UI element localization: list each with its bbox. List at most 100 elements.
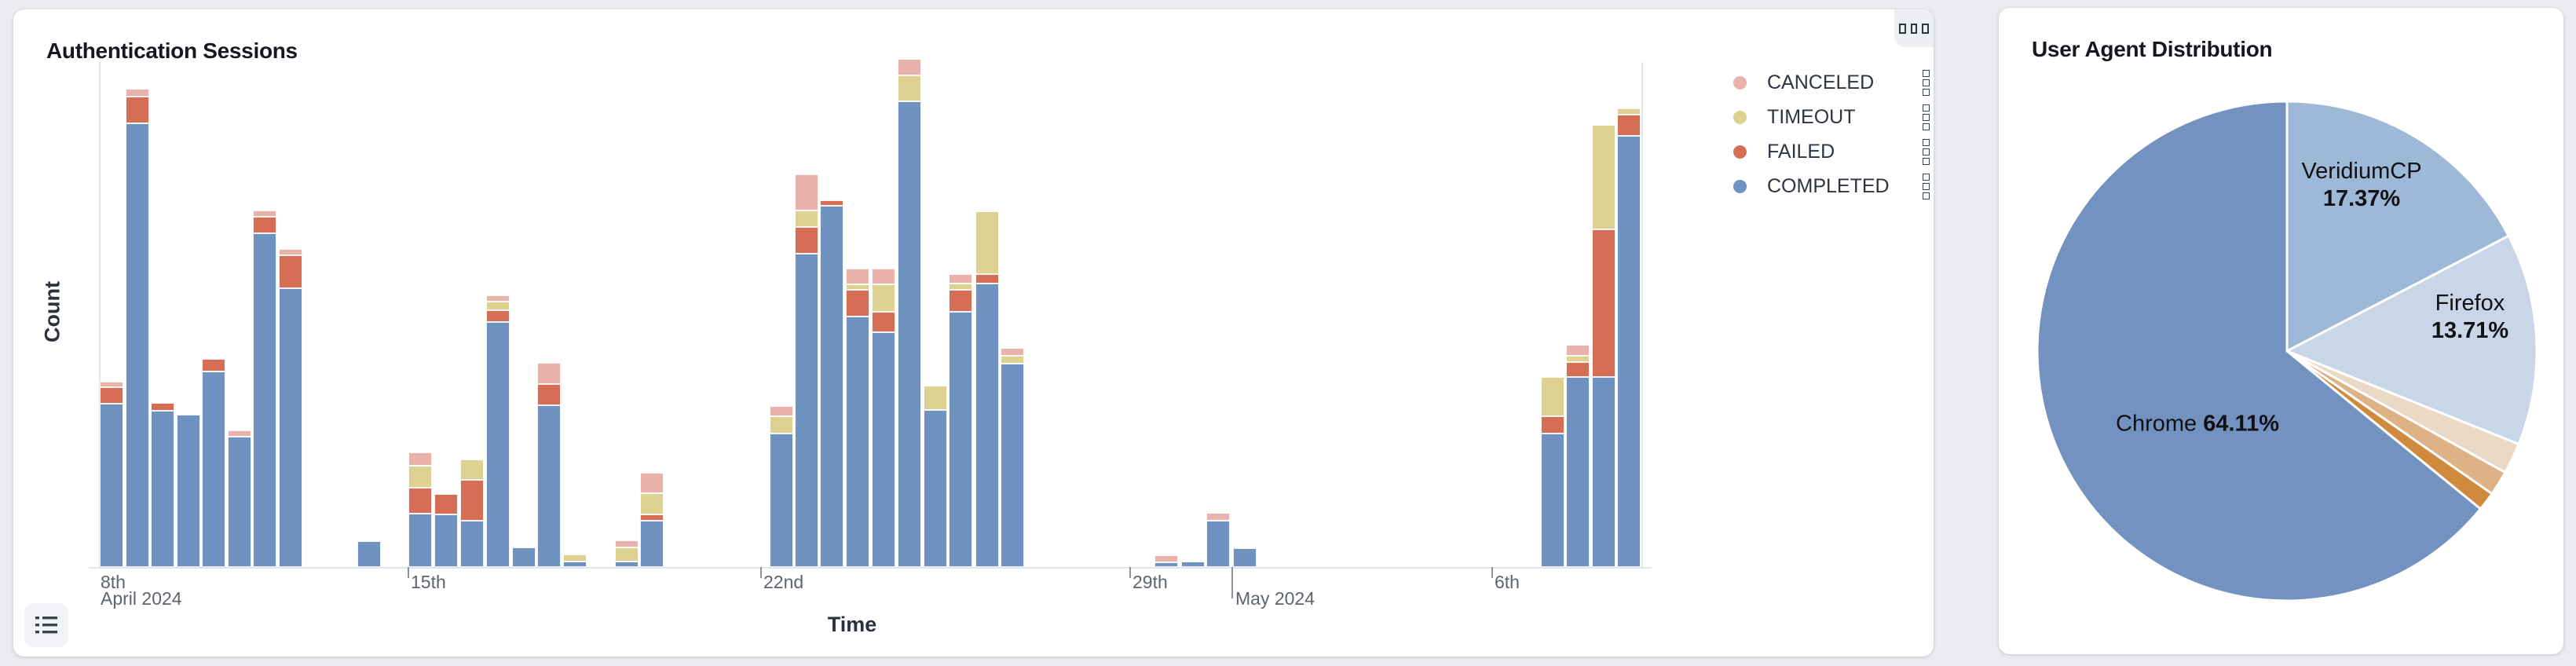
bar-segment-completed[interactable] — [1617, 136, 1641, 567]
bar-stack[interactable] — [460, 459, 484, 567]
bar-segment-canceled[interactable] — [872, 269, 895, 284]
bar-segment-failed[interactable] — [1566, 362, 1590, 377]
bar-segment-timeout[interactable] — [975, 211, 999, 274]
bar-segment-canceled[interactable] — [408, 452, 432, 466]
bar-segment-timeout[interactable] — [563, 554, 587, 562]
bar-segment-failed[interactable] — [1617, 115, 1641, 136]
bar-stack[interactable] — [486, 295, 510, 567]
bar-segment-timeout[interactable] — [770, 416, 793, 434]
bar-segment-timeout[interactable] — [1617, 108, 1641, 115]
bar-segment-completed[interactable] — [640, 521, 664, 567]
bar-segment-completed[interactable] — [872, 332, 895, 567]
bar-segment-canceled[interactable] — [640, 473, 664, 493]
bar-segment-failed[interactable] — [434, 494, 458, 514]
bar-segment-timeout[interactable] — [408, 466, 432, 488]
bar-stack[interactable] — [1233, 548, 1257, 567]
bar-segment-completed[interactable] — [1541, 434, 1564, 567]
bar-segment-failed[interactable] — [486, 310, 510, 322]
bar-segment-timeout[interactable] — [872, 284, 895, 312]
stacked-squares-handle-icon[interactable] — [1923, 69, 1930, 96]
bar-segment-completed[interactable] — [126, 123, 149, 567]
pie-slice-chrome[interactable] — [2036, 100, 2482, 602]
bar-segment-failed[interactable] — [408, 488, 432, 514]
bar-stack[interactable] — [151, 403, 174, 567]
bar-segment-completed[interactable] — [975, 284, 999, 567]
bar-segment-failed[interactable] — [949, 290, 972, 312]
bar-segment-canceled[interactable] — [486, 295, 510, 302]
bar-stack[interactable] — [357, 541, 381, 567]
bar-stack[interactable] — [177, 415, 200, 567]
bar-stack[interactable] — [615, 540, 639, 567]
bar-stack[interactable] — [770, 406, 793, 567]
bar-stack[interactable] — [924, 386, 947, 567]
legend-item-timeout[interactable]: TIMEOUT — [1733, 104, 1930, 130]
bar-segment-timeout[interactable] — [1001, 356, 1024, 364]
bar-segment-timeout[interactable] — [924, 386, 947, 410]
bar-segment-timeout[interactable] — [898, 75, 921, 101]
bar-stack[interactable] — [949, 274, 972, 567]
bar-stack[interactable] — [872, 269, 895, 567]
bar-stack[interactable] — [563, 554, 587, 567]
bar-segment-canceled[interactable] — [1154, 555, 1178, 562]
bar-segment-completed[interactable] — [949, 312, 972, 567]
bar-segment-canceled[interactable] — [126, 89, 149, 97]
bar-segment-canceled[interactable] — [228, 430, 251, 437]
bar-segment-completed[interactable] — [202, 371, 225, 567]
bar-segment-completed[interactable] — [228, 437, 251, 567]
bar-segment-completed[interactable] — [1181, 562, 1205, 567]
bar-segment-canceled[interactable] — [1001, 348, 1024, 356]
bar-segment-completed[interactable] — [151, 411, 174, 567]
bar-segment-completed[interactable] — [408, 514, 432, 567]
stacked-squares-handle-icon[interactable] — [1923, 138, 1930, 165]
bar-segment-completed[interactable] — [846, 317, 869, 567]
bar-segment-failed[interactable] — [1592, 229, 1615, 377]
bar-segment-completed[interactable] — [177, 415, 200, 567]
bar-stack[interactable] — [1154, 555, 1178, 567]
bar-stack[interactable] — [1181, 562, 1205, 567]
bar-segment-completed[interactable] — [434, 514, 458, 567]
bar-segment-canceled[interactable] — [846, 269, 869, 284]
bar-segment-failed[interactable] — [126, 97, 149, 123]
bar-stack[interactable] — [846, 269, 869, 567]
bar-stack[interactable] — [537, 363, 561, 567]
bar-segment-canceled[interactable] — [1206, 513, 1230, 521]
bar-segment-failed[interactable] — [872, 312, 895, 332]
bar-stack[interactable] — [512, 547, 536, 567]
bar-stack[interactable] — [898, 59, 921, 567]
bar-segment-timeout[interactable] — [615, 547, 639, 562]
bar-stack[interactable] — [408, 452, 432, 567]
bar-stack[interactable] — [640, 473, 664, 567]
bar-segment-completed[interactable] — [486, 322, 510, 567]
bar-segment-canceled[interactable] — [949, 274, 972, 284]
pie-slice-firefox[interactable] — [2285, 234, 2538, 445]
bar-segment-failed[interactable] — [846, 290, 869, 317]
bar-stack[interactable] — [820, 200, 843, 567]
legend-item-completed[interactable]: COMPLETED — [1733, 173, 1930, 199]
bar-segment-failed[interactable] — [640, 514, 664, 521]
bar-segment-completed[interactable] — [1206, 521, 1230, 567]
bar-segment-timeout[interactable] — [486, 302, 510, 310]
bar-stack[interactable] — [228, 430, 251, 567]
bar-segment-completed[interactable] — [512, 547, 536, 567]
bar-segment-completed[interactable] — [924, 410, 947, 567]
bar-segment-failed[interactable] — [100, 387, 123, 404]
bar-segment-timeout[interactable] — [795, 210, 818, 227]
bar-segment-completed[interactable] — [460, 521, 484, 567]
bar-stack[interactable] — [1617, 108, 1641, 567]
bar-segment-timeout[interactable] — [949, 284, 972, 290]
bar-stack[interactable] — [975, 211, 999, 567]
bar-segment-canceled[interactable] — [1566, 345, 1590, 356]
bar-segment-completed[interactable] — [563, 562, 587, 567]
bar-stack[interactable] — [253, 210, 276, 567]
bar-segment-completed[interactable] — [100, 404, 123, 567]
bar-stack[interactable] — [279, 249, 302, 567]
bar-segment-completed[interactable] — [795, 254, 818, 567]
bar-stack[interactable] — [1592, 125, 1615, 567]
bar-segment-failed[interactable] — [975, 274, 999, 284]
bar-stack[interactable] — [434, 494, 458, 567]
bar-segment-failed[interactable] — [820, 200, 843, 206]
bar-segment-timeout[interactable] — [460, 459, 484, 480]
bar-segment-canceled[interactable] — [253, 210, 276, 217]
bar-segment-completed[interactable] — [820, 206, 843, 567]
bar-segment-canceled[interactable] — [795, 174, 818, 210]
